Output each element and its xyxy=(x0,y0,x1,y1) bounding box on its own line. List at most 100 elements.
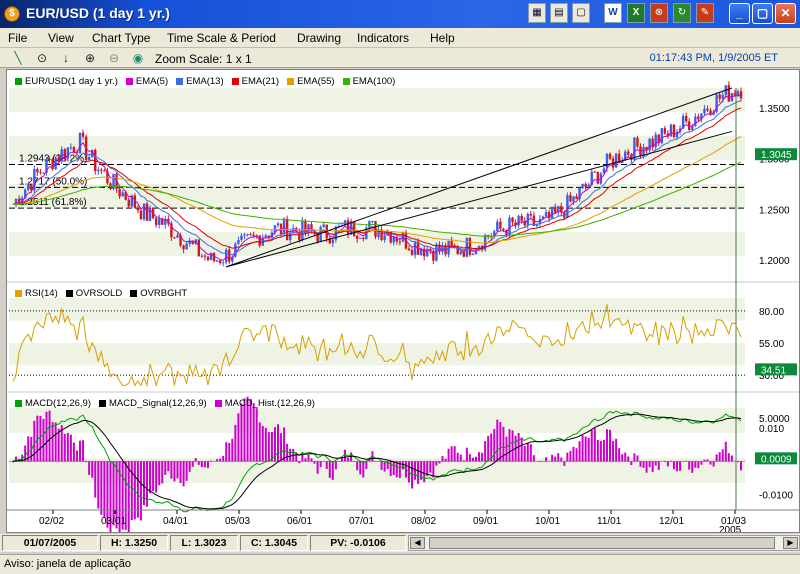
macd-hist-bar xyxy=(624,452,627,462)
macd-hist-bar xyxy=(347,458,350,462)
excel-icon[interactable]: X xyxy=(627,3,645,23)
macd-hist-bar xyxy=(523,445,526,462)
macd-hist-bar xyxy=(42,418,45,462)
price-candle-body xyxy=(66,147,70,159)
price-candle-body xyxy=(100,169,103,171)
price-candle-body xyxy=(648,138,651,151)
price-candle-body xyxy=(493,231,496,237)
x-axis-tick: 01/03 xyxy=(721,516,746,527)
price-candle-body xyxy=(617,153,621,164)
zoom-out-icon[interactable]: ⊖ xyxy=(108,51,120,65)
word-icon[interactable]: W xyxy=(604,3,622,23)
macd-hist-bar xyxy=(252,403,255,462)
price-candle-body xyxy=(103,170,106,172)
price-candle-body xyxy=(258,235,261,246)
macd-hist-bar xyxy=(63,434,66,462)
macd-hist-bar xyxy=(736,461,739,463)
price-candle-body xyxy=(480,245,484,250)
macd-hist-bar xyxy=(499,422,502,462)
price-candle-body xyxy=(654,134,657,148)
price-candle-body xyxy=(672,124,676,138)
macd-hist-bar xyxy=(615,438,618,462)
macd-hist-bar xyxy=(666,461,669,467)
macd-hist-bar xyxy=(88,461,91,475)
macd-hist-bar xyxy=(353,461,356,462)
horizontal-scrollbar[interactable]: ◀ ▶ xyxy=(408,535,800,551)
menu-drawing[interactable]: Drawing xyxy=(297,31,342,45)
macd-hist-bar xyxy=(560,457,563,462)
price-candle-body xyxy=(715,94,718,112)
excel-close-icon[interactable]: ⊗ xyxy=(650,3,668,23)
price-candle-body xyxy=(197,239,201,256)
folder-icon[interactable]: ▢ xyxy=(572,3,590,23)
price-candle-body xyxy=(118,188,121,197)
line-draw-icon[interactable]: ╲ xyxy=(14,51,22,65)
menu-chart-type[interactable]: Chart Type xyxy=(92,31,151,45)
minimize-button[interactable]: _ xyxy=(729,3,750,24)
x-axis-tick: 11/01 xyxy=(597,516,622,527)
price-candle-body xyxy=(182,245,185,250)
page-icon[interactable]: ▤ xyxy=(550,3,568,23)
macd-hist-bar xyxy=(423,461,426,483)
chart-svg[interactable]: 1.2943 (38.2%)1.2717 (50.0%)1.2511 (61.8… xyxy=(7,70,799,537)
price-candle-body xyxy=(221,262,225,264)
price-candle-body xyxy=(352,221,356,237)
price-candle-body xyxy=(237,239,240,244)
price-candle-body xyxy=(563,212,566,218)
macd-hist-bar xyxy=(657,461,660,470)
maximize-button[interactable]: ▢ xyxy=(752,3,773,24)
macd-hist-bar xyxy=(261,425,264,462)
macd-hist-bar xyxy=(727,453,730,462)
macd-hist-bar xyxy=(648,461,651,468)
price-candle-body xyxy=(145,203,149,221)
price-candle-body xyxy=(739,91,743,99)
scroll-thumb[interactable] xyxy=(429,537,775,549)
price-candle-body xyxy=(541,216,545,220)
price-candle-body xyxy=(459,251,462,255)
chart-area[interactable]: 1.2943 (38.2%) 1.2717 (50.0%) 1.2511 (61.8… xyxy=(6,69,800,537)
macd-hist-bar xyxy=(258,422,261,462)
menu-view[interactable]: View xyxy=(48,31,74,45)
macd-hist-bar xyxy=(587,437,590,462)
refresh-icon[interactable]: ↻ xyxy=(673,3,691,23)
price-candle-body xyxy=(331,239,335,244)
menu-help[interactable]: Help xyxy=(430,31,455,45)
price-candle-body xyxy=(514,222,517,226)
price-candle-body xyxy=(23,189,27,198)
macd-hist-bar xyxy=(438,461,441,464)
crosshair-icon[interactable]: ⊙ xyxy=(36,51,48,65)
globe-icon[interactable]: ◉ xyxy=(132,51,144,65)
price-candle-body xyxy=(380,229,383,241)
price-candle-body xyxy=(569,195,572,202)
macd-hist-bar xyxy=(331,461,334,480)
status-close: C: 1.3045 xyxy=(240,535,308,551)
macd-hist-bar xyxy=(462,460,465,462)
scroll-right-button[interactable]: ▶ xyxy=(783,537,798,549)
price-candle-body xyxy=(706,108,709,111)
down-arrow-icon[interactable]: ↓ xyxy=(63,51,69,65)
menu-time-scale[interactable]: Time Scale & Period xyxy=(167,31,276,45)
price-candle-body xyxy=(218,260,222,264)
price-candle-body xyxy=(636,137,639,147)
menu-file[interactable]: File xyxy=(8,31,28,45)
macd-hist-bar xyxy=(538,461,541,462)
price-candle-body xyxy=(362,237,365,240)
price-candle-body xyxy=(389,231,392,243)
macd-hist-bar xyxy=(12,461,14,463)
macd-hist-bar xyxy=(295,452,298,462)
menu-indicators[interactable]: Indicators xyxy=(357,31,410,45)
price-candle-body xyxy=(730,93,734,102)
price-candle-body xyxy=(27,184,30,190)
chart-icon[interactable]: ▦ xyxy=(528,3,546,23)
macd-hist-bar xyxy=(721,449,724,462)
x-axis-tick: 07/01 xyxy=(349,516,374,527)
close-button[interactable]: ✕ xyxy=(775,3,796,24)
scroll-left-button[interactable]: ◀ xyxy=(410,537,425,549)
macd-hist-bar xyxy=(712,461,715,467)
macd-hist-bar xyxy=(356,461,359,471)
zoom-in-icon[interactable]: ⊕ xyxy=(84,51,96,65)
settings-icon[interactable]: ✎ xyxy=(696,3,714,23)
price-candle-body xyxy=(587,184,590,187)
macd-hist-bar xyxy=(493,428,496,462)
price-candle-body xyxy=(496,221,499,232)
